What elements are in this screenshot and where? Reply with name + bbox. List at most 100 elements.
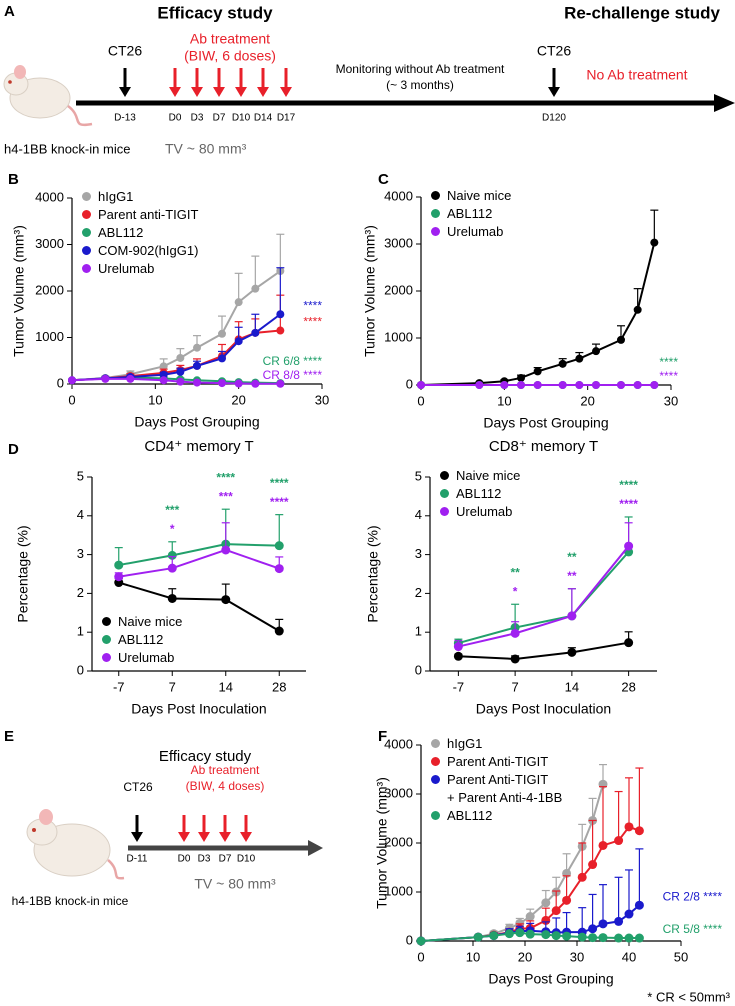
y-tick-label: 3000 xyxy=(384,785,413,800)
challenge-label: CT26 xyxy=(123,780,153,794)
data-point xyxy=(551,931,561,941)
y-tick-label: 0 xyxy=(77,662,84,677)
x-tick-label: 10 xyxy=(497,393,511,408)
mouse-icon xyxy=(3,65,93,127)
study-title: Re-challenge study xyxy=(564,3,720,22)
legend-label: Naive mice xyxy=(118,614,183,629)
y-tick-label: 2000 xyxy=(384,282,413,297)
timeline-arrowhead xyxy=(308,840,323,856)
day-label: D0 xyxy=(169,113,182,124)
data-point xyxy=(218,354,226,363)
y-tick-label: 0 xyxy=(57,375,64,390)
y-axis-label: Percentage (%) xyxy=(365,525,381,622)
arrow-head xyxy=(548,87,560,97)
data-point xyxy=(251,284,260,293)
y-tick-label: 1000 xyxy=(35,329,64,344)
challenge-label: CT26 xyxy=(108,43,142,59)
data-point xyxy=(624,638,634,648)
data-point xyxy=(218,379,226,388)
series-line xyxy=(71,270,281,382)
footnote: * CR < 50mm³ xyxy=(647,989,730,1004)
series-line xyxy=(420,242,656,386)
data-point xyxy=(551,906,561,916)
day-label: D10 xyxy=(232,113,251,124)
significance-note: **** xyxy=(303,315,322,329)
x-tick-label: 10 xyxy=(148,392,162,407)
x-axis-label: Days Post Grouping xyxy=(134,414,259,430)
data-point xyxy=(234,298,243,307)
data-point xyxy=(634,826,644,836)
data-point xyxy=(510,628,520,638)
data-point xyxy=(167,550,177,560)
x-tick-label: 28 xyxy=(272,679,286,694)
legend-marker xyxy=(431,757,440,766)
data-point xyxy=(510,654,520,664)
x-tick-label: 0 xyxy=(417,949,424,964)
data-point xyxy=(575,354,584,363)
x-tick-label: 50 xyxy=(674,949,688,964)
day-label: D14 xyxy=(254,113,273,124)
data-point xyxy=(541,930,551,940)
legend-marker xyxy=(102,617,111,626)
data-point xyxy=(159,362,168,371)
x-tick-label: 14 xyxy=(565,679,579,694)
legend-label: hIgG1 xyxy=(447,736,483,751)
significance-stars: ** xyxy=(567,569,577,583)
legend-marker xyxy=(440,471,449,480)
arrow-head xyxy=(119,87,131,97)
legend-item: Urelumab xyxy=(102,649,182,667)
data-point xyxy=(417,381,425,389)
panel-letter: A xyxy=(4,3,15,20)
data-point xyxy=(634,933,644,943)
data-point xyxy=(562,895,572,905)
significance-stars: **** xyxy=(216,470,235,484)
day-label: D7 xyxy=(213,113,226,124)
legend-marker xyxy=(102,635,111,644)
significance-stars: * xyxy=(170,522,175,536)
legend-label: ABL112 xyxy=(98,225,144,240)
data-point xyxy=(159,376,168,385)
data-point xyxy=(624,909,634,919)
y-axis-label: Tumor Volume (mm³) xyxy=(374,777,390,909)
data-point xyxy=(598,919,608,929)
data-point xyxy=(614,933,624,943)
x-tick-label: 0 xyxy=(68,392,75,407)
x-tick-label: 7 xyxy=(169,679,176,694)
x-tick-label: -7 xyxy=(453,679,465,694)
legend-item: hIgG1 xyxy=(431,735,562,753)
data-point xyxy=(193,378,201,387)
legend-label: ABL112 xyxy=(447,808,493,823)
legend-item: hIgG1 xyxy=(82,188,198,206)
significance-stars: **** xyxy=(270,476,289,490)
data-point xyxy=(276,326,285,335)
x-tick-label: 0 xyxy=(417,393,424,408)
y-tick-label: 1000 xyxy=(384,883,413,898)
legend-item: ABL112 xyxy=(102,631,182,649)
data-point xyxy=(567,647,577,657)
legend-label: Naive mice xyxy=(456,468,521,483)
legend-label: Urelumab xyxy=(98,261,155,276)
y-tick-label: 4000 xyxy=(384,188,413,203)
data-point xyxy=(234,337,243,346)
data-point xyxy=(114,572,124,582)
tumor-volume-label: TV ~ 80 mm³ xyxy=(194,876,276,892)
x-tick-label: 30 xyxy=(570,949,584,964)
significance-stars: * xyxy=(513,584,518,598)
data-point xyxy=(176,353,185,362)
significance-stars: **** xyxy=(619,497,638,511)
study-title: Efficacy study xyxy=(159,748,252,765)
series-line xyxy=(118,548,280,578)
significance-stars: ** xyxy=(567,550,577,564)
legend-item: Naive mice xyxy=(440,467,520,485)
y-tick-label: 2000 xyxy=(35,282,64,297)
data-point xyxy=(159,370,168,379)
treatment-label: Ab treatment xyxy=(191,763,260,777)
significance-stars: ** xyxy=(510,565,520,579)
data-point xyxy=(525,929,535,939)
series-line xyxy=(118,581,280,632)
legend-label: ABL112 xyxy=(118,632,164,647)
arrow-head xyxy=(178,832,190,842)
legend-marker xyxy=(440,507,449,516)
data-point xyxy=(525,912,535,921)
x-tick-label: -7 xyxy=(113,679,125,694)
